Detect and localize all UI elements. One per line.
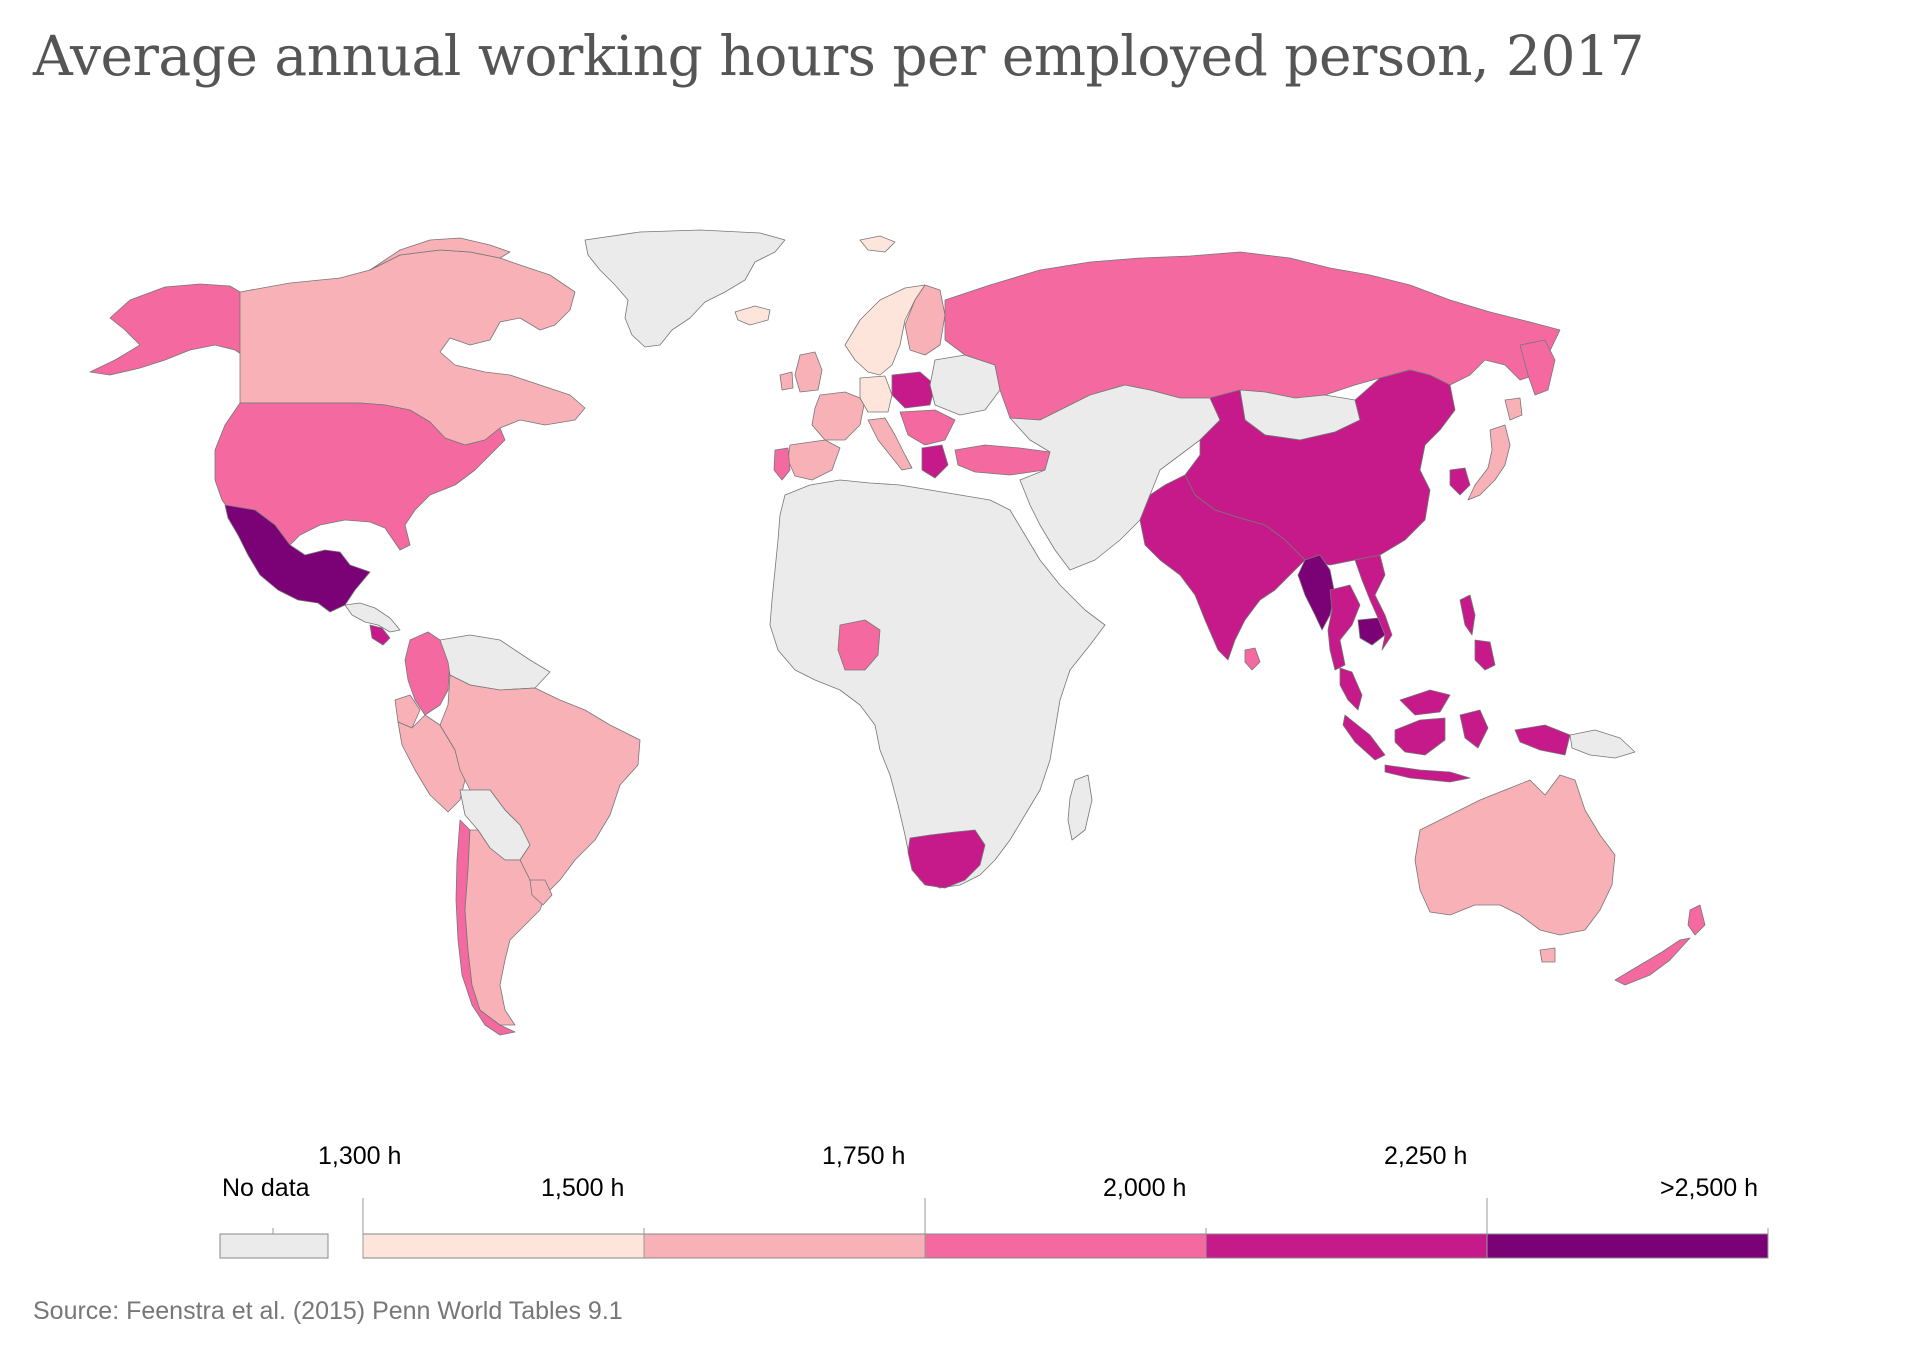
source-note: Source: Feenstra et al. (2015) Penn Worl… xyxy=(33,1297,623,1325)
region-philippines[interactable]: Philippines xyxy=(1459,594,1496,671)
legend-bin-swatch xyxy=(1486,1233,1769,1259)
region-bolivia-paraguay[interactable]: Bolivia / Paraguay xyxy=(459,789,531,861)
legend-bin-swatch xyxy=(1205,1233,1488,1259)
legend-tick-label-2500: >2,500 h xyxy=(1660,1174,1759,1202)
region-thailand[interactable]: Thailand xyxy=(1327,584,1361,671)
region-colombia[interactable]: Colombia xyxy=(404,631,451,716)
legend-bin-swatch xyxy=(643,1233,926,1259)
legend-tick-label-2000: 2,000 h xyxy=(1103,1174,1187,1202)
legend-bin-swatch xyxy=(362,1233,645,1259)
region-south-africa[interactable]: South Africa xyxy=(907,829,986,889)
region-belarus-ukraine[interactable]: Belarus / Ukraine xyxy=(929,354,1001,416)
region-greenland[interactable]: Greenland xyxy=(584,229,786,348)
legend-tick-label-1500: 1,500 h xyxy=(541,1174,625,1202)
region-portugal[interactable]: Portugal xyxy=(773,447,791,481)
region-iceland[interactable]: Iceland xyxy=(734,305,771,326)
region-germany[interactable]: Germany xyxy=(859,375,893,413)
region-japan[interactable]: Japan xyxy=(1467,397,1523,501)
region-vietnam[interactable]: Vietnam xyxy=(1354,554,1393,651)
region-australia[interactable]: Australia xyxy=(1414,774,1616,963)
region-mexico[interactable]: Mexico xyxy=(224,504,371,613)
region-svalbard[interactable]: Svalbard xyxy=(859,235,896,253)
region-brazil[interactable]: Brazil xyxy=(439,674,641,896)
legend-tick-label-2250: 2,250 h xyxy=(1384,1142,1468,1170)
region-madagascar[interactable]: Madagascar xyxy=(1067,774,1093,841)
region-scandinavia[interactable]: Norway / Sweden xyxy=(844,284,926,376)
legend-tick-label-1300: 1,300 h xyxy=(318,1142,402,1170)
region-alaska[interactable]: Alaska / USA xyxy=(89,283,251,376)
region-finland[interactable]: Finland xyxy=(904,284,946,356)
region-argentina[interactable]: Argentina xyxy=(464,829,546,1026)
region-nigeria[interactable]: Nigeria xyxy=(837,619,881,671)
legend-bin-swatch xyxy=(924,1233,1207,1259)
region-italy[interactable]: Italy xyxy=(867,417,913,471)
region-uruguay[interactable]: Uruguay xyxy=(529,879,553,906)
region-south-korea[interactable]: South Korea xyxy=(1449,467,1471,496)
chart-title: Average annual working hours per employe… xyxy=(33,24,1645,88)
region-ecuador[interactable]: Brazil xyxy=(394,694,421,729)
legend-no-data-swatch xyxy=(219,1233,329,1259)
region-poland[interactable]: Poland xyxy=(891,371,936,409)
region-balkans[interactable]: Balkans xyxy=(899,409,956,446)
region-india[interactable]: India xyxy=(1139,474,1306,661)
region-spain[interactable]: Spain xyxy=(787,439,841,481)
legend xyxy=(219,1198,1769,1259)
region-sri-lanka[interactable]: Sri Lanka xyxy=(1244,647,1261,671)
region-cambodia[interactable]: Cambodia xyxy=(1357,617,1386,646)
region-malaysia[interactable]: Malaysia xyxy=(1339,667,1451,716)
region-central-america[interactable]: Central America xyxy=(344,602,401,633)
region-kamchatka[interactable]: Russia xyxy=(1519,339,1556,396)
region-indonesia[interactable]: Indonesia xyxy=(1342,709,1571,783)
region-new-zealand[interactable]: New Zealand xyxy=(1614,904,1706,986)
region-png[interactable]: Papua New Guinea xyxy=(1569,729,1636,759)
region-canada-islands[interactable]: Canada xyxy=(369,237,511,271)
region-france[interactable]: France xyxy=(811,391,866,441)
region-africa[interactable]: Africa xyxy=(769,479,1106,889)
region-turkey[interactable]: Turkey xyxy=(954,444,1051,476)
region-uk-ireland[interactable]: UK / Ireland xyxy=(779,351,823,393)
legend-no-data-label: No data xyxy=(222,1174,310,1202)
legend-tick-label-1750: 1,750 h xyxy=(822,1142,906,1170)
region-costa-rica[interactable]: Costa Rica xyxy=(369,624,391,646)
region-myanmar[interactable]: Myanmar xyxy=(1297,554,1336,631)
region-greece[interactable]: Greece xyxy=(921,444,949,479)
